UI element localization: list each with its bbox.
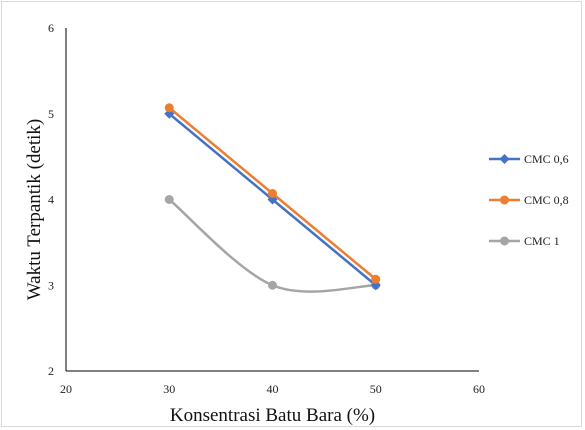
y-tick-labels: 2 3 4 5 6 bbox=[48, 21, 54, 378]
legend-label: CMC 0,6 bbox=[524, 152, 569, 166]
legend-item-cmc-1: CMC 1 bbox=[489, 234, 560, 248]
x-tick-label: 20 bbox=[60, 382, 72, 396]
data-point-cmc-1 bbox=[268, 280, 277, 290]
legend-label: CMC 0,8 bbox=[524, 193, 569, 207]
y-tick-label: 5 bbox=[48, 107, 54, 121]
legend: CMC 0,6 CMC 0,8 CMC 1 bbox=[489, 152, 569, 248]
legend-marker bbox=[500, 236, 509, 246]
series-line-cmc-1 bbox=[168, 198, 376, 293]
legend-label: CMC 1 bbox=[524, 234, 560, 248]
x-tick-labels: 20 30 40 50 60 bbox=[60, 382, 485, 396]
y-tick-label: 4 bbox=[48, 193, 54, 207]
legend-marker bbox=[500, 195, 509, 205]
axes bbox=[65, 28, 479, 372]
data-point-cmc-1 bbox=[164, 195, 174, 204]
data-point-cmc-0-8 bbox=[164, 103, 174, 113]
data-point-cmc-0-8 bbox=[371, 274, 381, 284]
y-tick-label: 6 bbox=[48, 21, 54, 35]
legend-marker bbox=[499, 154, 510, 164]
series-markers bbox=[164, 103, 381, 291]
x-tick-label: 40 bbox=[267, 382, 279, 396]
legend-item-cmc-0-6: CMC 0,6 bbox=[489, 152, 569, 166]
x-tick-label: 30 bbox=[163, 382, 175, 396]
legend-item-cmc-0-8: CMC 0,8 bbox=[489, 193, 569, 207]
x-tick-label: 50 bbox=[370, 382, 382, 396]
y-tick-label: 2 bbox=[48, 364, 54, 378]
y-axis-title: Waktu Terpantik (detik) bbox=[24, 119, 45, 300]
x-axis-title: Konsentrasi Batu Bara (%) bbox=[170, 405, 375, 426]
data-point-cmc-0-8 bbox=[268, 188, 277, 198]
x-tick-label: 60 bbox=[473, 382, 485, 396]
y-tick-label: 3 bbox=[48, 278, 54, 292]
